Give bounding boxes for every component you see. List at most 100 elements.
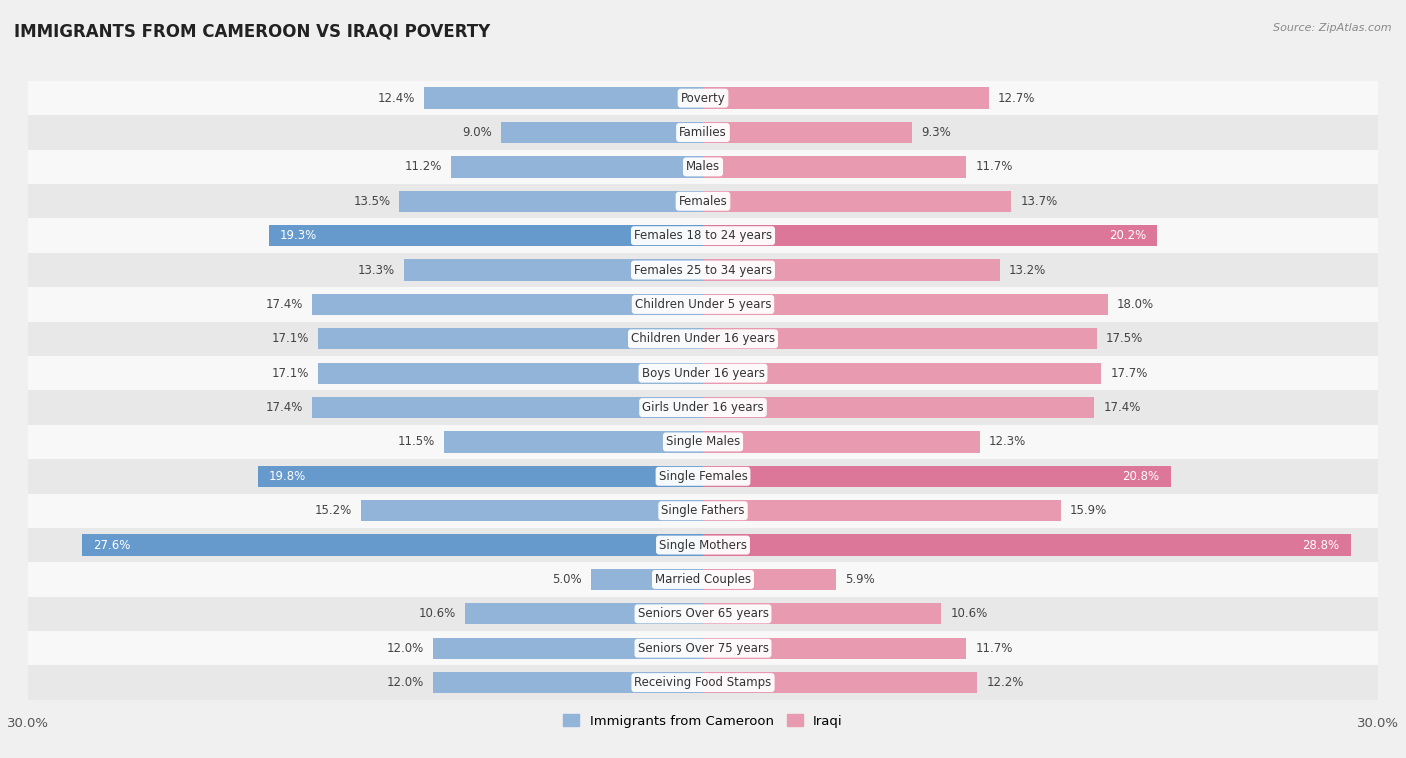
Text: 19.3%: 19.3% <box>280 229 318 242</box>
Text: Single Males: Single Males <box>666 435 740 449</box>
Bar <box>464 603 703 625</box>
Bar <box>257 465 703 487</box>
Bar <box>703 431 980 453</box>
Text: 15.9%: 15.9% <box>1070 504 1107 517</box>
Bar <box>28 562 1378 597</box>
Bar <box>703 672 977 694</box>
Bar <box>703 397 1094 418</box>
Text: 17.1%: 17.1% <box>271 367 309 380</box>
Bar <box>28 459 1378 493</box>
Text: 17.4%: 17.4% <box>1104 401 1140 414</box>
Text: 12.7%: 12.7% <box>998 92 1035 105</box>
Bar <box>591 568 703 590</box>
Text: 15.2%: 15.2% <box>315 504 352 517</box>
Text: Receiving Food Stamps: Receiving Food Stamps <box>634 676 772 689</box>
Bar <box>28 528 1378 562</box>
Text: Boys Under 16 years: Boys Under 16 years <box>641 367 765 380</box>
Bar <box>28 321 1378 356</box>
Text: 5.0%: 5.0% <box>553 573 582 586</box>
Bar <box>28 218 1378 253</box>
Bar <box>399 190 703 212</box>
Bar <box>703 190 1011 212</box>
Text: Single Females: Single Females <box>658 470 748 483</box>
Bar <box>28 390 1378 424</box>
Bar <box>82 534 703 556</box>
Bar <box>703 603 942 625</box>
Bar <box>451 156 703 177</box>
Text: 13.3%: 13.3% <box>357 264 395 277</box>
Text: Poverty: Poverty <box>681 92 725 105</box>
Text: 9.3%: 9.3% <box>921 126 950 139</box>
Text: 17.7%: 17.7% <box>1111 367 1147 380</box>
Bar <box>28 287 1378 321</box>
Bar <box>28 493 1378 528</box>
Bar <box>28 150 1378 184</box>
Text: Children Under 5 years: Children Under 5 years <box>634 298 772 311</box>
Text: 12.2%: 12.2% <box>987 676 1024 689</box>
Text: Seniors Over 75 years: Seniors Over 75 years <box>637 642 769 655</box>
Bar <box>312 397 703 418</box>
Bar <box>444 431 703 453</box>
Text: 13.2%: 13.2% <box>1010 264 1046 277</box>
Text: IMMIGRANTS FROM CAMEROON VS IRAQI POVERTY: IMMIGRANTS FROM CAMEROON VS IRAQI POVERT… <box>14 23 491 41</box>
Text: 12.4%: 12.4% <box>378 92 415 105</box>
Text: 20.8%: 20.8% <box>1122 470 1160 483</box>
Text: Children Under 16 years: Children Under 16 years <box>631 332 775 346</box>
Bar <box>703 568 835 590</box>
Text: Females 18 to 24 years: Females 18 to 24 years <box>634 229 772 242</box>
Bar <box>703 294 1108 315</box>
Bar <box>28 666 1378 700</box>
Bar <box>28 184 1378 218</box>
Bar <box>703 500 1060 522</box>
Text: 20.2%: 20.2% <box>1109 229 1146 242</box>
Text: 19.8%: 19.8% <box>269 470 307 483</box>
Bar <box>28 631 1378 666</box>
Text: Seniors Over 65 years: Seniors Over 65 years <box>637 607 769 620</box>
Text: 28.8%: 28.8% <box>1302 539 1340 552</box>
Bar <box>703 156 966 177</box>
Bar <box>361 500 703 522</box>
Text: Source: ZipAtlas.com: Source: ZipAtlas.com <box>1274 23 1392 33</box>
Bar <box>703 259 1000 280</box>
Bar <box>28 424 1378 459</box>
Text: 5.9%: 5.9% <box>845 573 875 586</box>
Bar <box>501 122 703 143</box>
Text: 17.4%: 17.4% <box>266 401 302 414</box>
Bar <box>433 672 703 694</box>
Bar <box>28 253 1378 287</box>
Text: 17.5%: 17.5% <box>1105 332 1143 346</box>
Bar <box>28 81 1378 115</box>
Text: Females: Females <box>679 195 727 208</box>
Text: 13.7%: 13.7% <box>1021 195 1057 208</box>
Text: 13.5%: 13.5% <box>353 195 391 208</box>
Text: 11.5%: 11.5% <box>398 435 436 449</box>
Text: 10.6%: 10.6% <box>950 607 987 620</box>
Bar <box>703 362 1101 384</box>
Text: 17.1%: 17.1% <box>271 332 309 346</box>
Bar <box>703 87 988 109</box>
Text: Males: Males <box>686 161 720 174</box>
Bar <box>404 259 703 280</box>
Bar <box>703 637 966 659</box>
Bar <box>425 87 703 109</box>
Text: Single Fathers: Single Fathers <box>661 504 745 517</box>
Text: Families: Families <box>679 126 727 139</box>
Text: Single Mothers: Single Mothers <box>659 539 747 552</box>
Bar <box>703 122 912 143</box>
Bar <box>28 115 1378 150</box>
Bar <box>703 225 1157 246</box>
Text: 9.0%: 9.0% <box>461 126 492 139</box>
Text: 11.2%: 11.2% <box>405 161 441 174</box>
Text: 18.0%: 18.0% <box>1116 298 1154 311</box>
Text: 27.6%: 27.6% <box>93 539 131 552</box>
Text: 12.0%: 12.0% <box>387 642 425 655</box>
Text: 11.7%: 11.7% <box>976 642 1012 655</box>
Bar <box>318 328 703 349</box>
Text: 10.6%: 10.6% <box>419 607 456 620</box>
Bar <box>703 534 1351 556</box>
Bar <box>28 356 1378 390</box>
Bar <box>433 637 703 659</box>
Text: 12.3%: 12.3% <box>988 435 1026 449</box>
Bar <box>318 362 703 384</box>
Text: Females 25 to 34 years: Females 25 to 34 years <box>634 264 772 277</box>
